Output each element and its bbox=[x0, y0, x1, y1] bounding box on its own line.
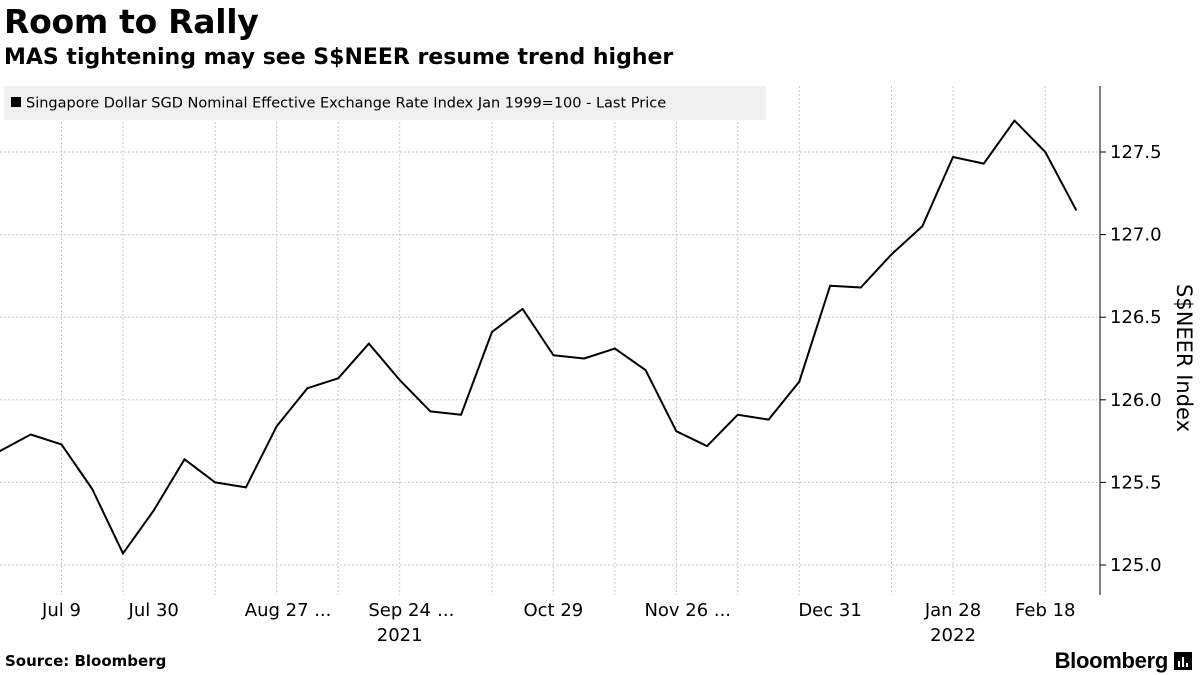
data-point bbox=[91, 488, 94, 490]
data-point bbox=[429, 410, 432, 413]
data-point bbox=[244, 486, 247, 489]
data-point bbox=[890, 253, 893, 256]
data-point bbox=[521, 307, 524, 310]
data-point bbox=[583, 357, 586, 360]
brand-name: Bloomberg bbox=[1054, 648, 1169, 673]
data-point bbox=[29, 433, 32, 436]
data-point bbox=[337, 377, 340, 380]
data-point bbox=[152, 509, 155, 512]
x-tick-label: Sep 24 bbox=[368, 600, 431, 621]
series-points bbox=[0, 119, 1077, 555]
data-point bbox=[1044, 151, 1047, 153]
bloomberg-logo: Bloomberg bbox=[1055, 648, 1192, 674]
chart-subtitle: MAS tightening may see S$NEER resume tre… bbox=[4, 45, 674, 70]
data-point bbox=[859, 286, 862, 289]
data-point bbox=[829, 284, 832, 287]
y-tick-label: 125.0 bbox=[1110, 555, 1162, 576]
data-point bbox=[367, 342, 370, 345]
x-tick-label: Jul 9 bbox=[41, 600, 81, 621]
data-point bbox=[675, 430, 678, 433]
data-point bbox=[798, 380, 801, 383]
data-point bbox=[214, 481, 217, 484]
y-tick-label: 126.0 bbox=[1110, 390, 1162, 411]
x-tick-label: ... bbox=[437, 600, 454, 621]
data-point bbox=[306, 387, 309, 390]
data-point bbox=[122, 552, 124, 555]
x-tick-label: Oct 29 bbox=[523, 600, 583, 621]
legend-label: Singapore Dollar SGD Nominal Effective E… bbox=[26, 96, 666, 112]
y-tick-label: 127.0 bbox=[1110, 225, 1162, 246]
data-point bbox=[490, 331, 493, 334]
x-axis-ticks: Jul 9 Jul 30 Aug 27... Sep 24... Oct 29 Nov 2… bbox=[41, 600, 1075, 646]
data-point bbox=[183, 458, 186, 461]
y-tick-label: 125.5 bbox=[1110, 472, 1162, 493]
x-tick-label: Aug 27 bbox=[245, 600, 309, 621]
x-tick-label: Dec 31 bbox=[798, 600, 861, 621]
data-point bbox=[982, 162, 985, 165]
data-point bbox=[1013, 119, 1016, 122]
chart-title: Room to Rally bbox=[4, 2, 259, 41]
x-tick-label: Feb 18 bbox=[1015, 600, 1076, 621]
series-line bbox=[0, 119, 1077, 555]
data-point bbox=[644, 369, 647, 372]
data-point bbox=[552, 354, 555, 357]
x-tick-label: Jan 28 bbox=[924, 600, 981, 621]
data-point bbox=[460, 413, 463, 416]
y-tick-label: 126.5 bbox=[1110, 307, 1162, 328]
data-point bbox=[706, 445, 709, 448]
data-point bbox=[736, 413, 739, 416]
grid-lines bbox=[0, 86, 1100, 595]
y-axis-label: S$NEER Index bbox=[1172, 284, 1196, 432]
x-year-label: 2022 bbox=[930, 625, 976, 646]
bloomberg-bars-icon bbox=[1174, 652, 1192, 670]
data-point bbox=[60, 443, 63, 446]
y-tick-label: 127.5 bbox=[1110, 142, 1162, 163]
y-axis-ticks: 125.0 125.5 126.0 126.5 127.0 127.5 bbox=[1100, 142, 1162, 576]
source-note: Source: Bloomberg bbox=[5, 652, 167, 670]
data-point bbox=[767, 418, 770, 421]
x-year-label: 2021 bbox=[377, 625, 423, 646]
data-point bbox=[952, 156, 954, 158]
data-point bbox=[275, 425, 278, 428]
data-point bbox=[1075, 208, 1077, 211]
legend-swatch bbox=[11, 97, 21, 107]
x-tick-label: ... bbox=[314, 600, 331, 621]
x-tick-label: Nov 26 bbox=[644, 600, 708, 621]
data-point bbox=[398, 379, 401, 381]
data-point bbox=[613, 347, 616, 350]
x-tick-label: Jul 30 bbox=[128, 600, 179, 621]
legend-box bbox=[4, 86, 766, 120]
x-tick-label: ... bbox=[714, 600, 731, 621]
data-point bbox=[0, 450, 1, 452]
data-point bbox=[921, 225, 924, 228]
